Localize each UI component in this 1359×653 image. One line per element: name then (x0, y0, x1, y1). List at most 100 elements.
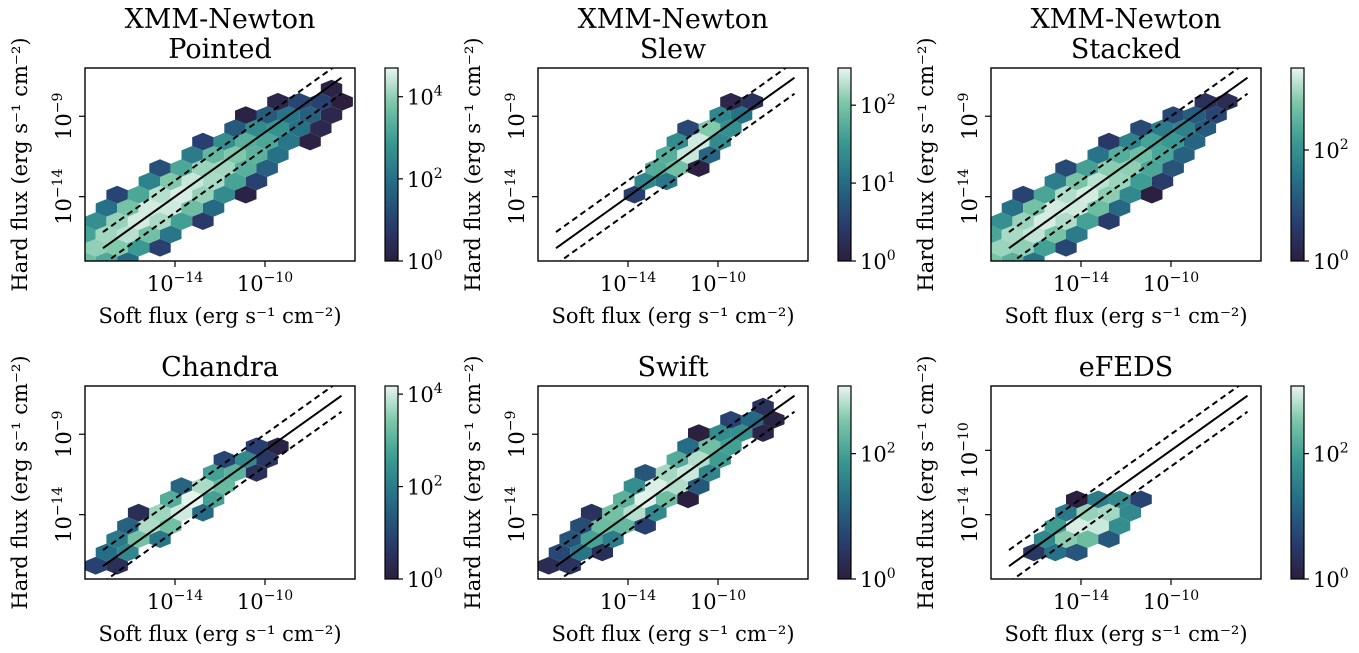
y-axis-label: Hard flux (erg s⁻¹ cm⁻²) (8, 355, 32, 609)
hexbin-cell (1098, 503, 1120, 522)
hexbin-cell (709, 132, 731, 151)
hexbin-cell (1130, 490, 1152, 509)
hexbin-cell (1001, 199, 1024, 217)
hexbin-cell (138, 225, 160, 244)
hexbin-cell (655, 146, 678, 164)
hexbin-cell (613, 490, 635, 509)
hexbin-cells (1023, 490, 1152, 562)
hexbin-cell (1023, 543, 1045, 562)
hexbin-cell (117, 543, 139, 562)
hexbin-cell (677, 119, 699, 138)
hexbin-cell (181, 146, 203, 164)
colorbar-tick-label: 102 (860, 92, 896, 118)
colorbar: 100 102 104 (384, 381, 443, 592)
hexbin-cell (95, 543, 118, 562)
hexbin-cell (1119, 503, 1141, 522)
axes-frame (537, 385, 809, 580)
hexbin-cell (1076, 212, 1099, 230)
hexbin-cell (1044, 172, 1066, 191)
x-tick-label: 10−14 (600, 270, 656, 296)
hexbin-cell (149, 530, 171, 548)
x-tick-label: 10−10 (690, 588, 746, 614)
hexbin-cell (1087, 490, 1109, 509)
y-tick-label: 10−14 (956, 168, 982, 224)
hexbin-cell (655, 464, 678, 482)
hexbin-cell (991, 225, 1002, 244)
one-to-one-line (102, 76, 343, 249)
x-axis-label: Soft flux (erg s⁻¹ cm⁻²) (551, 304, 794, 328)
hexbin-cell (85, 238, 107, 257)
hexbin-cell (213, 450, 235, 469)
hexbin-cell (267, 92, 289, 111)
y-tick-label: 10−14 (503, 168, 529, 224)
hexbin-cell (1001, 225, 1024, 244)
hexbin-cell (1055, 503, 1077, 522)
colorbar-tick-label: 102 (407, 166, 443, 192)
hexbin-cell (1033, 185, 1056, 204)
x-tick-label: 10−14 (600, 588, 656, 614)
hexbin-cell (1162, 159, 1184, 177)
one-to-one-line (555, 394, 796, 567)
hexbin-cell (666, 450, 688, 469)
hexbin-cell (235, 106, 257, 124)
hexbin-cell (709, 450, 731, 469)
hexbin-cell (720, 410, 742, 429)
colorbar-gradient (1290, 385, 1305, 580)
hexbin-cell (127, 238, 150, 257)
lower-dashed-line (105, 410, 343, 579)
hexbin-cell (991, 212, 1013, 230)
lower-dashed-line (1011, 410, 1249, 579)
hexbin-cell (138, 172, 160, 191)
upper-dashed-line (1008, 68, 1241, 233)
hexbin-cell (106, 556, 128, 575)
colorbar-gradient (1290, 67, 1305, 262)
hexbin-cell (127, 185, 150, 204)
hexbin-cell (1173, 146, 1195, 164)
hexbin-cell (580, 503, 603, 522)
reference-lines (102, 386, 343, 579)
axes-frame (537, 67, 809, 262)
colorbar-tick-label: 104 (407, 381, 443, 407)
hexbin-cell (235, 450, 257, 469)
hexbin-cell (235, 132, 257, 151)
panel-title: eFEDS (1079, 352, 1174, 383)
hexbin-cell (741, 410, 764, 429)
hexbin-cell (320, 106, 343, 124)
hexbin-cell (991, 238, 1013, 257)
lower-dashed-line (1011, 92, 1249, 261)
hexbin-cell (192, 503, 214, 522)
hexbin-cell (677, 437, 699, 456)
hexbin-cell (1098, 132, 1120, 151)
one-to-one-line (1008, 76, 1249, 249)
hexbin-cell (1108, 517, 1131, 535)
upper-dashed-line (555, 68, 788, 233)
hexbin-cell (1044, 225, 1066, 244)
hexbin-cell (202, 146, 225, 164)
hexbin-cell (570, 543, 592, 562)
hexbin-cell (85, 212, 107, 230)
colorbar-tick-label: 102 (407, 474, 443, 500)
hexbin-cell (149, 212, 171, 230)
hexbin-cell (623, 503, 646, 522)
hexbin-cell (235, 159, 257, 177)
hexbin-cell (170, 503, 193, 522)
y-axis-label: Hard flux (erg s⁻¹ cm⁻²) (461, 355, 485, 609)
hexbin-cell (1066, 490, 1088, 509)
hexbin-cell (1055, 238, 1077, 257)
hexbin-cell (570, 517, 592, 535)
hexbin-cell (1033, 238, 1056, 257)
y-tick-label: 10−9 (503, 411, 529, 458)
hexbin-cell (1023, 225, 1045, 244)
hexbin-cell (1076, 530, 1099, 548)
hexbin-cell (1151, 172, 1174, 191)
hexbin-cell (677, 490, 699, 509)
panel-title: Swift (637, 352, 708, 383)
hexbin-cell (1108, 199, 1131, 217)
hexbin-cell (235, 185, 257, 204)
reference-lines (1008, 68, 1249, 261)
hexbin-cell (1055, 185, 1077, 204)
upper-dashed-line (102, 68, 335, 233)
y-axis-label: Hard flux (erg s⁻¹ cm⁻²) (914, 355, 938, 609)
hexbin-cell (202, 490, 225, 509)
